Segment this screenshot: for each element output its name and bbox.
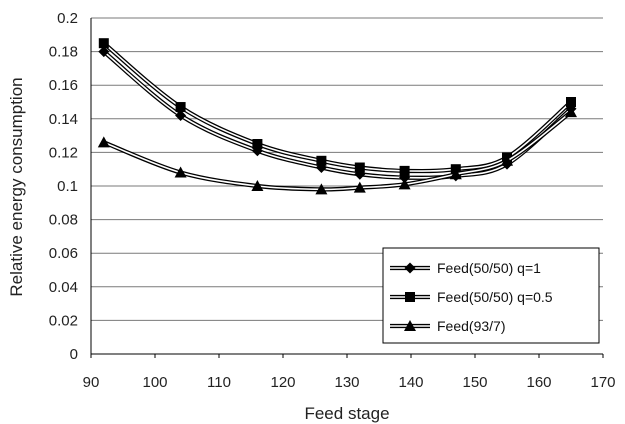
series-line-outer-1 <box>102 41 573 174</box>
x-tick-label-7: 160 <box>526 374 551 391</box>
data-point-2-5 <box>398 178 411 190</box>
data-point-0-0 <box>98 46 110 58</box>
data-point-2-4 <box>353 181 366 193</box>
series-line-inner-0 <box>103 50 572 179</box>
series-line-outer-2 <box>103 110 573 192</box>
y-tick-label-9: 0.18 <box>49 44 78 61</box>
data-point-2-1 <box>174 166 187 178</box>
data-point-1-4 <box>354 162 365 173</box>
legend-item-0: Feed(50/50) q=1 <box>390 260 541 276</box>
data-point-0-1 <box>175 109 187 121</box>
y-tick-label-7: 0.14 <box>49 111 78 128</box>
x-tick-label-3: 120 <box>270 374 295 391</box>
y-tick-label-8: 0.16 <box>49 77 78 94</box>
legend-item-1: Feed(50/50) q=0.5 <box>390 289 553 305</box>
legend-marker-1 <box>405 292 415 302</box>
legend-item-2: Feed(93/7) <box>390 318 505 334</box>
data-point-2-8 <box>565 106 577 118</box>
x-tick-label-2: 110 <box>207 374 231 391</box>
data-point-1-8 <box>566 97 576 107</box>
y-tick-label-1: 0.02 <box>49 312 78 329</box>
x-tick-label-1: 100 <box>142 374 167 391</box>
y-tick-label-5: 0.1 <box>57 178 78 195</box>
data-point-2-6 <box>449 168 462 180</box>
data-point-1-5 <box>399 165 410 176</box>
y-axis-ticks: 0 0.02 0.04 0.06 0.08 0.1 0.12 0.14 0.16 0.18 0.2 <box>49 10 78 363</box>
y-tick-label-0: 0 <box>70 346 78 363</box>
data-point-1-2 <box>252 139 263 149</box>
data-point-2-3 <box>315 183 328 195</box>
series-line-inner-1 <box>103 42 572 172</box>
y-tick-label-2: 0.04 <box>49 279 78 296</box>
series-2 <box>97 106 577 195</box>
data-point-2-0 <box>97 136 110 148</box>
x-tick-label-4: 130 <box>334 374 359 391</box>
x-tick-label-6: 150 <box>462 374 487 391</box>
data-point-2-2 <box>251 180 264 191</box>
legend-label-2: Feed(93/7) <box>437 318 505 334</box>
legend-marker-0 <box>404 262 416 274</box>
data-point-1-1 <box>175 102 186 113</box>
y-tick-label-4: 0.08 <box>49 212 78 229</box>
x-axis-title: Feed stage <box>304 404 389 423</box>
data-point-2-7 <box>501 154 513 166</box>
x-tick-label-8: 170 <box>590 374 615 391</box>
data-point-1-0 <box>98 38 109 49</box>
x-tick-label-5: 140 <box>398 374 423 391</box>
legend: Feed(50/50) q=1 Feed(50/50) q=0.5 Feed(93/… <box>382 247 600 344</box>
data-point-1-3 <box>316 155 327 166</box>
x-tick-label-0: 90 <box>83 374 100 391</box>
series-1 <box>98 38 576 176</box>
x-axis-ticks: 90 100 110 120 130 140 150 160 170 <box>83 354 616 391</box>
legend-marker-2 <box>404 320 416 331</box>
gridlines <box>91 17 603 355</box>
y-tick-label-3: 0.06 <box>49 245 78 262</box>
series-layer <box>97 38 577 195</box>
series-line-inner-2 <box>103 111 572 191</box>
legend-label-0: Feed(50/50) q=1 <box>437 260 541 276</box>
y-tick-label-6: 0.12 <box>49 144 78 161</box>
legend-label-1: Feed(50/50) q=0.5 <box>437 289 553 305</box>
y-tick-label-10: 0.2 <box>57 10 78 27</box>
y-axis-title: Relative energy consumption <box>7 77 26 296</box>
